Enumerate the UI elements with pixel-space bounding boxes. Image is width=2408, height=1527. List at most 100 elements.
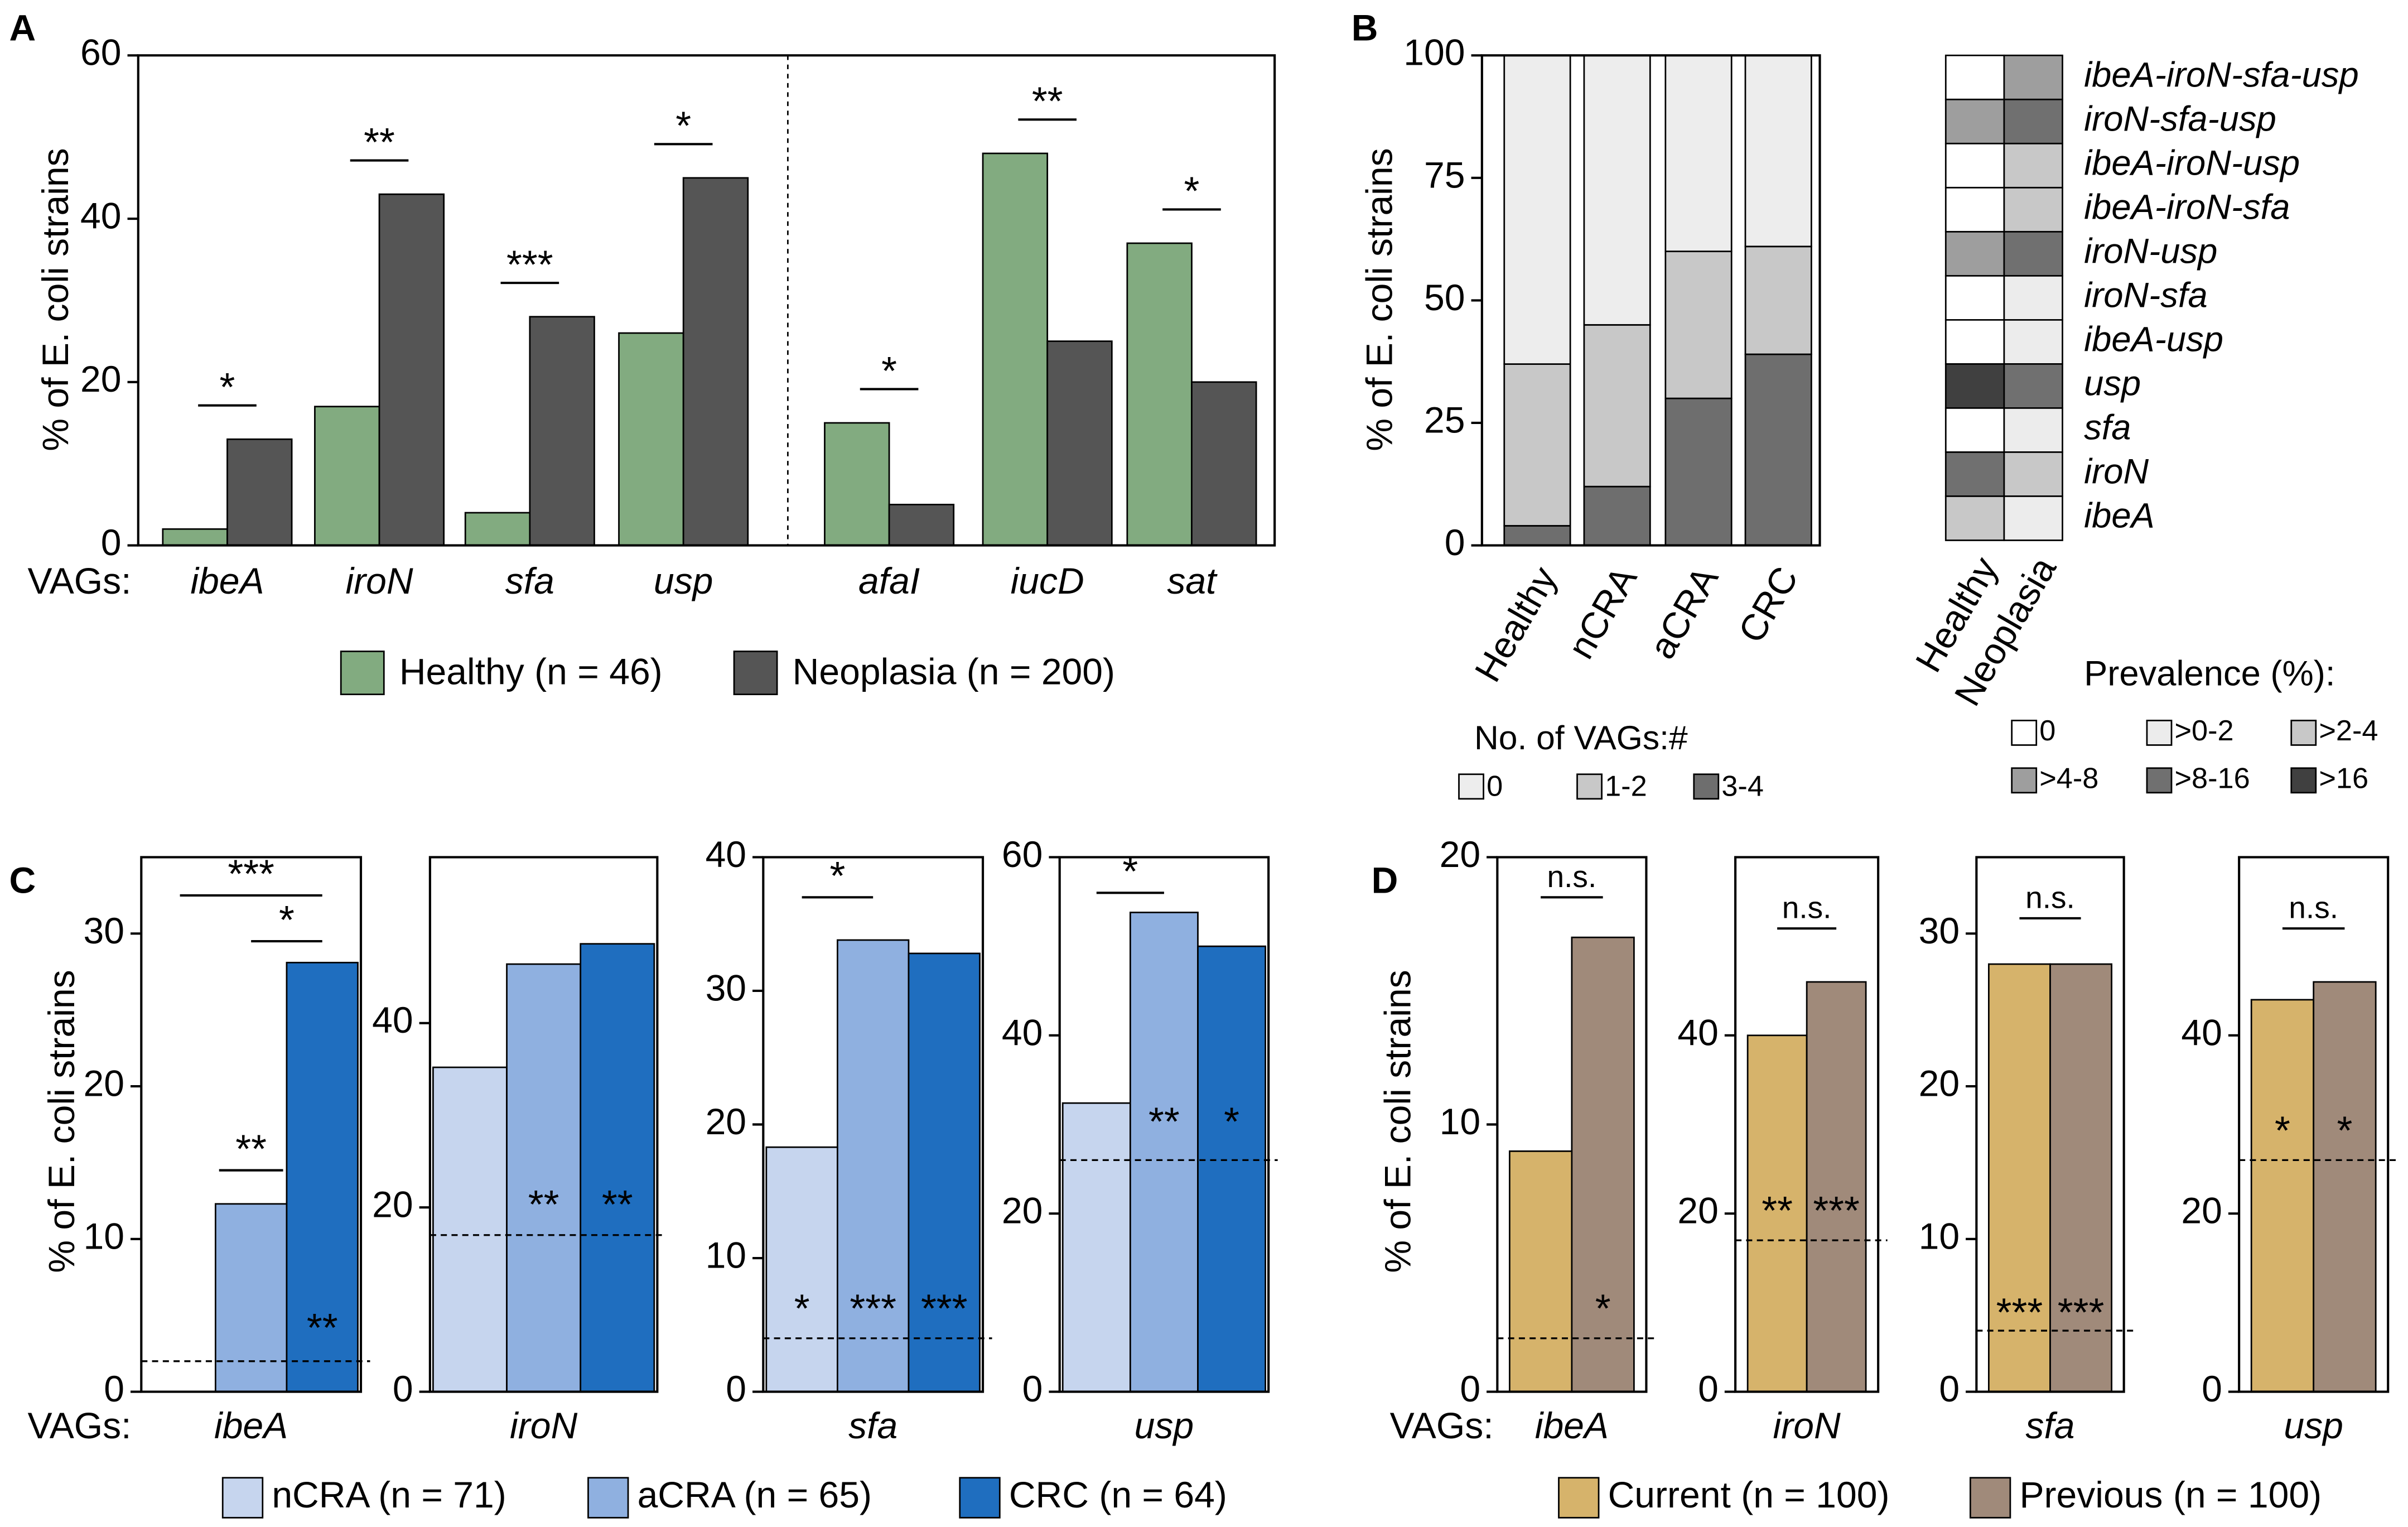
bar [888,503,955,546]
significance-label: *** [2058,1290,2105,1335]
heatmap-cell [1944,363,2005,409]
legend-swatch [2011,720,2038,746]
legend-label: >0-2 [2175,715,2234,747]
row-label: ibeA-iroN-sfa [2084,188,2290,227]
significance-label: n.s. [2025,880,2075,914]
bar [1191,381,1257,546]
bar [214,1203,288,1393]
legend-label: Previous (n = 100) [2019,1475,2322,1516]
bar [982,152,1049,546]
significance-label: ** [1032,79,1063,124]
heatmap-cell [2003,230,2063,277]
legend-swatch [1576,773,1603,800]
x-tick-label: iroN [510,1405,577,1447]
row-label: ibeA-iroN-usp [2084,144,2300,183]
y-tick-label: 20 [84,1063,124,1105]
heatmap-cell [1944,54,2005,100]
bar-segment [1503,525,1571,546]
significance-label: *** [228,852,274,897]
y-tick-label: 0 [2202,1369,2222,1410]
y-tick-label: 0 [1022,1369,1043,1410]
plot-frame [137,54,1276,547]
y-tick-label: 0 [104,1369,124,1410]
row-label: sfa [2084,408,2131,447]
heatmap-cell [2003,495,2063,541]
x-axis-label: VAGs: [1390,1405,1494,1447]
plot-frame [1975,856,2125,1393]
bar [1126,242,1193,546]
x-tick-label: sfa [505,561,554,602]
bar-segment [1503,54,1571,365]
bar [2313,981,2377,1393]
legend-title: No. of VAGs:# [1474,719,1688,757]
significance-label: * [1595,1287,1611,1331]
significance-label: ** [307,1306,338,1350]
bar [1509,1150,1573,1393]
bar [226,438,293,546]
legend-label: >16 [2319,763,2368,795]
bar [1197,945,1267,1393]
bar [1571,936,1635,1393]
significance-label: * [829,854,845,898]
legend-label: >8-16 [2175,763,2250,795]
legend-label: Healthy (n = 46) [399,651,663,692]
bar [908,952,981,1393]
heatmap-cell [1944,142,2005,189]
significance-label: *** [1813,1188,1860,1233]
x-tick-label: usp [2284,1405,2343,1447]
legend-swatch [587,1477,629,1519]
heatmap-cell [1944,451,2005,497]
significance-label: *** [1996,1290,2043,1335]
bar-segment [1583,485,1651,546]
bar [1046,340,1113,546]
significance-label: * [794,1287,810,1331]
significance-label: ** [364,120,395,165]
bar-segment [1744,353,1812,546]
bar [286,961,359,1393]
legend-label: Neoplasia (n = 200) [793,651,1115,692]
significance-label: * [1184,169,1200,214]
heatmap-cell [1944,230,2005,277]
bar [2250,999,2315,1393]
legend-label: CRC (n = 64) [1009,1475,1227,1516]
row-label: iroN-usp [2084,232,2217,271]
row-label: iroN-sfa-usp [2084,100,2276,139]
y-tick-label: 20 [2181,1191,2222,1232]
legend-swatch [959,1477,1001,1519]
y-tick-label: 50 [1424,277,1465,319]
heatmap-cell [1944,319,2005,365]
x-axis-label: VAGs: [28,561,132,602]
significance-label: ** [1762,1188,1793,1233]
heatmap-cell [2003,186,2063,233]
bar [618,332,684,546]
heatmap-cell [2003,54,2063,100]
y-tick-label: 0 [726,1369,746,1410]
y-tick-label: 40 [1002,1012,1043,1053]
legend-swatch [2146,720,2173,746]
y-tick-label: 30 [84,911,124,952]
significance-label: * [1224,1099,1239,1144]
legend-label: 0 [2039,715,2055,747]
y-tick-label: 20 [1677,1191,1718,1232]
legend-label: 3-4 [1721,770,1764,802]
bar-segment [1744,245,1812,355]
y-tick-label: 60 [80,32,121,74]
significance-label: ** [528,1182,559,1227]
x-axis-label: VAGs: [28,1405,132,1447]
y-tick-label: 10 [1440,1101,1480,1143]
significance-label: * [1122,849,1138,894]
heatmap-cell [1944,495,2005,541]
bar-segment [1583,324,1651,488]
significance-label: *** [921,1287,968,1331]
heatmap-cell [2003,407,2063,453]
y-tick-label: 40 [80,195,121,237]
y-tick-label: 0 [1460,1369,1480,1410]
legend-swatch [340,651,385,695]
legend-swatch [733,651,778,695]
legend-swatch [1969,1477,2011,1519]
y-tick-label: 100 [1403,32,1465,74]
heatmap-cell [1944,98,2005,144]
y-tick-label: 0 [1445,522,1465,563]
